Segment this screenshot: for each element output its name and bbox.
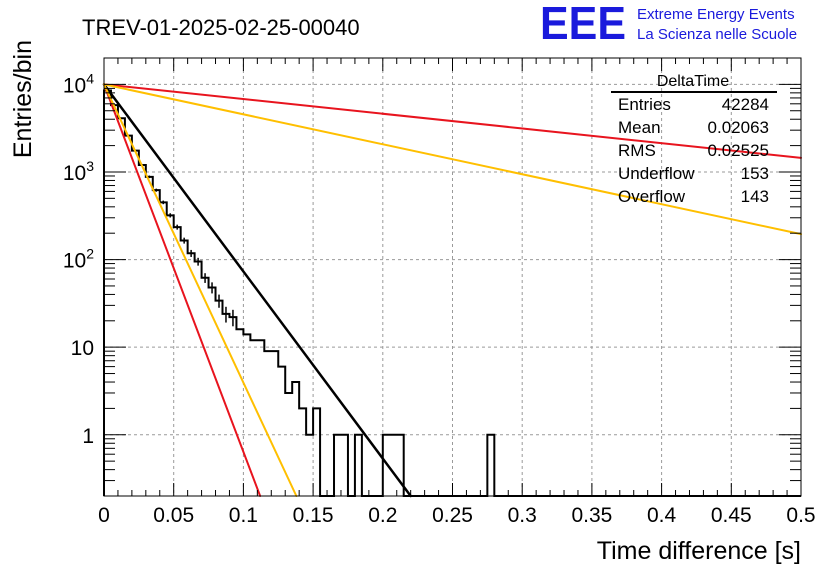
- stats-label-entries: Entries: [618, 95, 671, 114]
- fit-line: [103, 83, 802, 159]
- y-axis-label: Entries/bin: [9, 40, 37, 158]
- x-tick-label: 0.35: [571, 504, 612, 527]
- grid: [104, 58, 801, 496]
- y-tick-label: 102: [63, 246, 94, 273]
- x-tick-label: 0.05: [153, 504, 194, 527]
- fit-line: [103, 83, 262, 497]
- x-tick-label: 0.45: [711, 504, 752, 527]
- y-tick-label: 104: [63, 70, 94, 97]
- x-tick-label: 0.5: [786, 504, 815, 527]
- axes: 0 0.05 0.1 0.15 0.2 0.25 0.3 0.35 0.4 0.45 0.5 1 10 1…: [63, 57, 816, 527]
- fit-curves: [102, 83, 802, 498]
- stats-title: DeltaTime: [657, 73, 729, 90]
- logo-letters: EEE: [540, 0, 626, 49]
- x-tick-label: 0.4: [647, 504, 677, 527]
- fit-line: [103, 83, 298, 497]
- stats-label-underflow: Underflow: [618, 164, 695, 183]
- logo-line2: La Scienza nelle Scuole: [637, 26, 797, 43]
- y-tick-label: 1: [82, 425, 94, 448]
- x-tick-label: 0.1: [229, 504, 258, 527]
- eee-logo: EEE Extreme Energy Events La Scienza nel…: [540, 0, 797, 49]
- logo-line1: Extreme Energy Events: [637, 6, 795, 23]
- stats-label-overflow: Overflow: [618, 187, 686, 206]
- stats-value-overflow: 143: [741, 187, 769, 206]
- x-tick-label: 0.3: [508, 504, 537, 527]
- fit-line: [103, 83, 802, 236]
- y-tick-label: 10: [71, 337, 94, 360]
- x-tick-label: 0.2: [368, 504, 397, 527]
- fit-line: [102, 83, 412, 498]
- y-tick-label: 103: [63, 158, 94, 185]
- stats-label-mean: Mean: [618, 118, 661, 137]
- stats-value-entries: 42284: [722, 95, 769, 114]
- x-tick-label: 0.25: [432, 504, 473, 527]
- stats-label-rms: RMS: [618, 141, 656, 160]
- x-tick-label: 0.15: [293, 504, 334, 527]
- stats-value-underflow: 153: [741, 164, 769, 183]
- x-tick-label: 0: [98, 504, 110, 527]
- stats-box: DeltaTime Entries 42284 Mean 0.02063 RMS…: [611, 73, 777, 206]
- run-title: TREV-01-2025-02-25-00040: [82, 15, 360, 40]
- stats-value-rms: 0.02525: [708, 141, 769, 160]
- x-axis-label: Time difference [s]: [597, 537, 801, 565]
- stats-value-mean: 0.02063: [708, 118, 769, 137]
